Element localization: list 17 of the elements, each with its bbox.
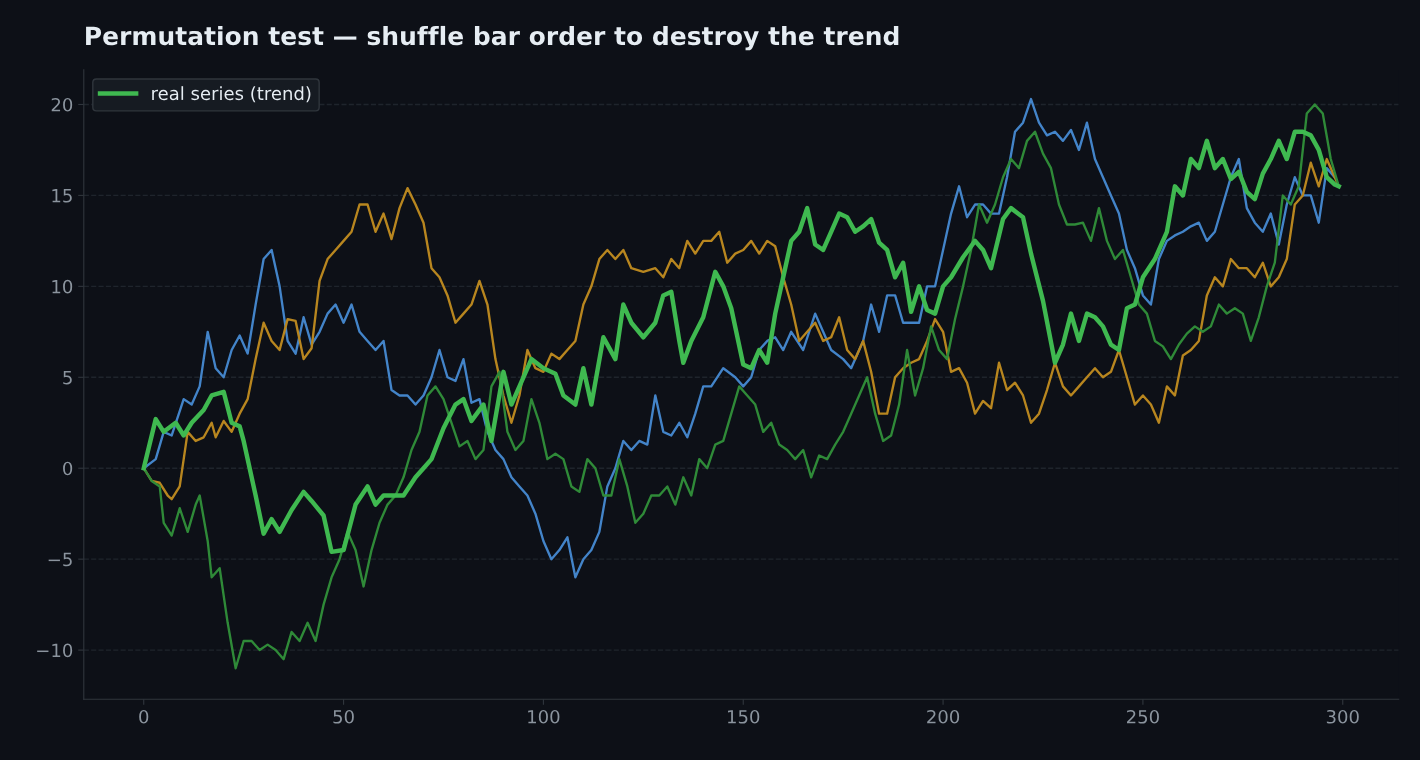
x-tick-label: 200: [927, 709, 960, 724]
line-series: [142, 103, 1340, 670]
x-tick-label: 300: [1326, 709, 1359, 724]
x-tick-label: 150: [727, 709, 760, 724]
x-tick-label: 250: [1127, 709, 1159, 724]
x-tick-label: 0: [139, 709, 149, 724]
y-tick-label: 10: [52, 279, 73, 294]
y-tick-label: 20: [51, 97, 73, 112]
y-tick-label: −5: [48, 552, 72, 567]
y-tick-label: 0: [63, 461, 73, 476]
y-tick-label: 5: [63, 370, 72, 385]
chart-title: Permutation test — shuffle bar order to destroy the trend: [86, 25, 899, 51]
x-tick-label: 100: [528, 709, 560, 724]
y-tick-label: −10: [37, 643, 73, 658]
legend-label: real series (trend): [152, 86, 311, 103]
x-tick-label: 50: [333, 709, 354, 724]
y-tick-label: 15: [52, 189, 72, 203]
